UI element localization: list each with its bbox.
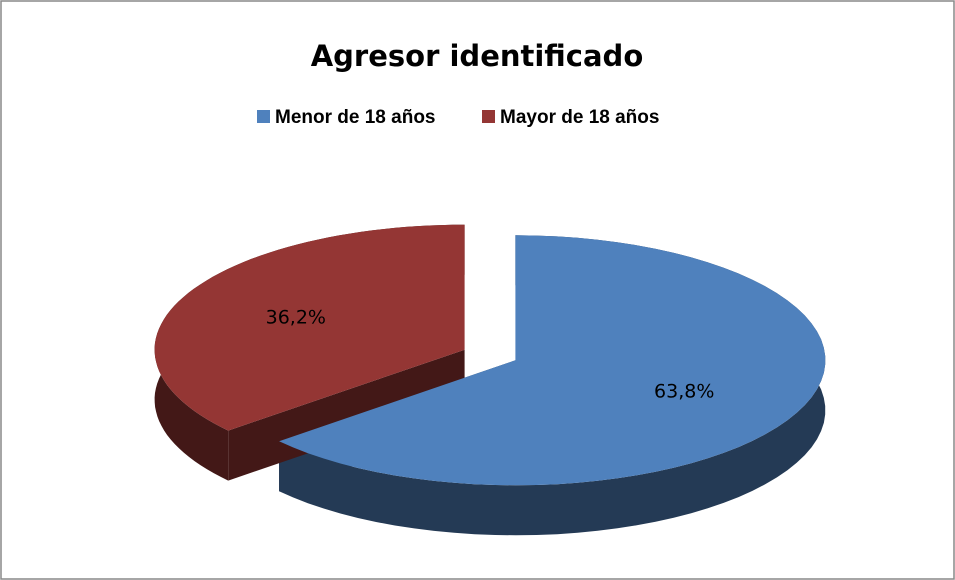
legend-swatch [257,110,270,123]
legend: Menor de 18 años Mayor de 18 años [257,107,659,128]
chart-title: Agresor identificado [311,39,644,73]
slice [279,235,826,486]
legend-label: Mayor de 18 años [500,107,659,128]
slice-side [228,349,465,481]
legend-label: Menor de 18 años [275,107,436,128]
slice [154,224,465,431]
data-label: 36,2% [266,307,326,329]
legend-swatch [482,110,495,123]
slice-side [279,235,826,536]
data-label: 63,8% [654,380,714,402]
pie: 63,8% 36,2% [154,224,826,536]
